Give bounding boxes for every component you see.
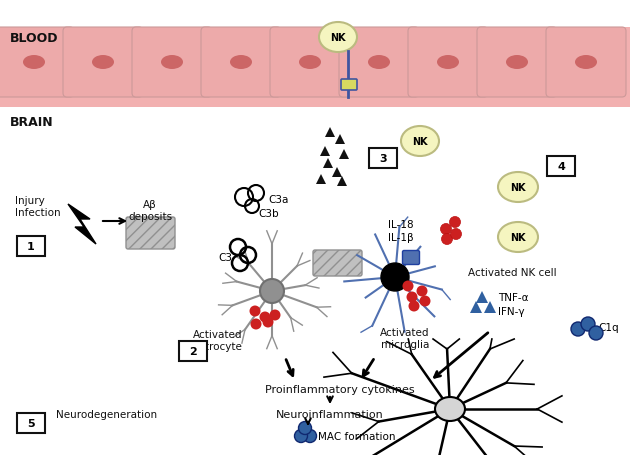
Circle shape [294,430,307,443]
FancyBboxPatch shape [313,250,362,276]
Circle shape [304,430,316,443]
FancyBboxPatch shape [179,341,207,361]
Ellipse shape [435,397,465,421]
FancyBboxPatch shape [17,413,45,433]
Polygon shape [316,175,326,185]
Circle shape [581,317,595,331]
Text: Activated NK cell: Activated NK cell [467,268,556,278]
Circle shape [589,326,603,340]
Circle shape [571,322,585,336]
Circle shape [251,319,261,330]
Text: IL-18: IL-18 [388,219,414,229]
Ellipse shape [575,56,597,70]
Text: NK: NK [510,182,526,192]
Text: Aβ
deposits: Aβ deposits [128,200,172,221]
Ellipse shape [299,56,321,70]
Ellipse shape [23,56,45,70]
Polygon shape [320,147,330,157]
Text: C3: C3 [218,253,232,263]
Ellipse shape [319,23,357,53]
Circle shape [408,301,420,312]
FancyBboxPatch shape [270,28,350,98]
Circle shape [260,312,270,323]
Text: NK: NK [412,136,428,147]
FancyBboxPatch shape [339,28,419,98]
Text: 5: 5 [27,418,35,428]
FancyBboxPatch shape [126,217,175,249]
Ellipse shape [437,56,459,70]
FancyBboxPatch shape [201,28,281,98]
Text: Proinflammatory cytokines: Proinflammatory cytokines [265,384,415,394]
FancyBboxPatch shape [546,28,626,98]
Text: Neurodegeneration: Neurodegeneration [56,409,157,419]
Polygon shape [484,301,496,313]
FancyBboxPatch shape [408,28,488,98]
Ellipse shape [498,222,538,253]
Circle shape [403,281,413,292]
Text: Activated
microglia: Activated microglia [381,327,430,349]
Text: NK: NK [510,233,526,243]
Circle shape [416,286,428,297]
Text: NK: NK [330,33,346,43]
FancyBboxPatch shape [403,251,420,265]
Text: BRAIN: BRAIN [10,116,54,129]
Circle shape [270,310,280,321]
Ellipse shape [161,56,183,70]
Text: C3b: C3b [258,208,278,218]
Circle shape [449,217,461,228]
Polygon shape [325,128,335,138]
Ellipse shape [92,56,114,70]
Text: TNF-α: TNF-α [498,293,529,302]
Polygon shape [337,177,347,187]
Circle shape [249,306,260,317]
Circle shape [442,234,452,245]
Circle shape [406,292,418,303]
FancyBboxPatch shape [477,28,557,98]
Polygon shape [332,167,342,177]
Text: Injury
Infection: Injury Infection [15,196,60,217]
FancyBboxPatch shape [0,28,630,108]
Text: C3a: C3a [268,195,289,205]
Ellipse shape [230,56,252,70]
Text: IFN-γ: IFN-γ [498,306,525,316]
Polygon shape [339,150,349,160]
Circle shape [299,422,311,435]
FancyBboxPatch shape [63,28,143,98]
FancyBboxPatch shape [341,80,357,91]
Ellipse shape [498,172,538,202]
Circle shape [260,279,284,303]
Ellipse shape [506,56,528,70]
Polygon shape [68,205,96,244]
Ellipse shape [401,127,439,157]
Text: C1q: C1q [598,322,619,332]
Text: IL-1β: IL-1β [388,233,414,243]
Polygon shape [470,301,482,313]
Text: 4: 4 [557,162,565,172]
FancyBboxPatch shape [17,237,45,257]
Text: 2: 2 [189,346,197,356]
Text: 3: 3 [379,154,387,164]
Circle shape [420,296,430,307]
Polygon shape [476,291,488,303]
Polygon shape [335,135,345,145]
Circle shape [450,229,462,240]
FancyBboxPatch shape [132,28,212,98]
Text: 1: 1 [27,242,35,252]
FancyBboxPatch shape [547,157,575,177]
Circle shape [263,317,273,328]
Text: Activated
astrocyte: Activated astrocyte [193,329,243,351]
Polygon shape [323,159,333,169]
Ellipse shape [368,56,390,70]
Circle shape [381,263,409,291]
FancyBboxPatch shape [0,28,74,98]
Text: Neuroinflammation: Neuroinflammation [276,409,384,419]
Text: BLOOD: BLOOD [10,32,59,45]
FancyBboxPatch shape [369,149,397,169]
Text: MAC formation: MAC formation [318,431,396,441]
Circle shape [440,224,452,235]
